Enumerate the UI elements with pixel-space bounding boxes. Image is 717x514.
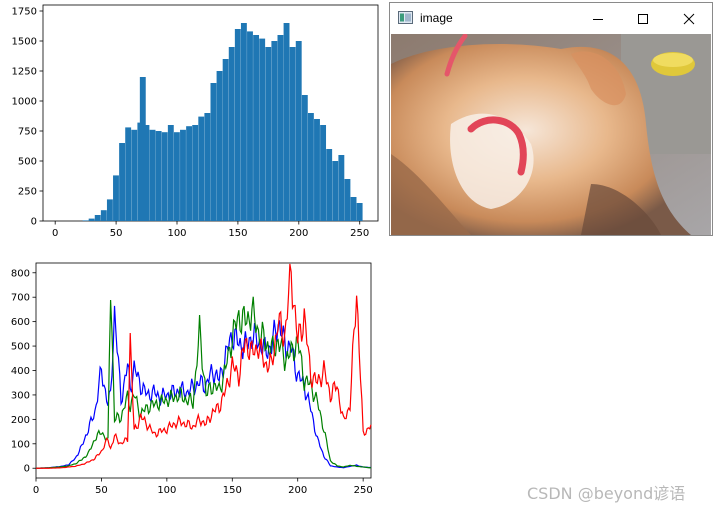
rgb-ytick-label: 100 [11, 439, 30, 450]
gray-ytick-label: 1750 [12, 7, 37, 18]
rgb-histogram-svg: 0 50 100 150 200 250 0 100 200 300 400 500 600 700 800 [11, 262, 373, 496]
displayed-photo [391, 34, 711, 235]
gray-histogram-bar [344, 179, 351, 221]
gray-histogram-bar [186, 126, 193, 221]
window-titlebar[interactable]: image [390, 3, 712, 34]
gray-ytick-label: 0 [31, 217, 37, 228]
gray-xtick-label: 0 [52, 228, 58, 239]
rgb-xtick-label: 100 [157, 485, 176, 496]
rgb-ytick-label: 700 [11, 293, 30, 304]
rgb-xtick-label: 150 [223, 485, 242, 496]
rgb-xtick-label: 250 [354, 485, 373, 496]
gray-histogram-bar [332, 161, 339, 221]
gray-histogram-bar [265, 47, 272, 221]
app-icon [398, 11, 413, 24]
gray-histogram-bar [167, 125, 174, 221]
gray-histogram-bar [192, 125, 199, 221]
gray-histogram-bar [119, 143, 126, 221]
gray-histogram-bar [271, 41, 278, 221]
gray-histogram-bar [240, 23, 247, 221]
gray-histogram-bar [247, 31, 253, 222]
close-button[interactable] [666, 3, 712, 34]
gray-histogram-bar [307, 113, 314, 221]
gray-histogram-bar [338, 155, 345, 221]
rgb-axes-frame [35, 262, 372, 479]
rgb-ytick-label: 400 [11, 366, 30, 377]
rgb-ytick-label: 500 [11, 342, 30, 353]
gray-histogram-bar [320, 125, 327, 221]
grayscale-histogram-svg: 0 50 100 150 200 250 0 250 500 750 1000 1250 1500 175… [12, 4, 379, 239]
grayscale-histogram: 0 50 100 150 200 250 0 250 500 750 1000 1250 1500 175… [0, 0, 385, 245]
gray-histogram-bar [82, 220, 89, 221]
gray-histogram-bar [100, 210, 107, 221]
watermark: CSDN @beyond谚语 [527, 484, 686, 503]
gray-histogram-bar [155, 131, 162, 221]
gray-histogram-bar [131, 129, 138, 221]
gray-histogram-bar [161, 132, 168, 221]
gray-ytick-label: 1500 [12, 37, 37, 48]
gray-histogram-bar [350, 197, 357, 221]
gray-histogram-bar [314, 119, 320, 221]
gray-histogram-bar [234, 29, 241, 221]
dog-photo [391, 34, 711, 235]
rgb-ytick-label: 300 [11, 390, 30, 401]
gray-xtick-label: 100 [167, 228, 186, 239]
gray-histogram-bar [326, 149, 333, 221]
gray-histogram-bar [210, 83, 217, 221]
gray-xtick-label: 50 [110, 228, 123, 239]
gray-histogram-bar [295, 41, 302, 221]
minimize-icon [593, 19, 603, 20]
gray-ytick-label: 250 [18, 187, 37, 198]
gray-xtick-label: 150 [228, 228, 247, 239]
gray-histogram-bar [222, 59, 229, 221]
gray-histogram-bar [198, 116, 205, 221]
rgb-ytick-label: 800 [11, 268, 30, 279]
gray-histogram-bar [125, 127, 132, 221]
gray-histogram-bar [106, 199, 113, 221]
rgb-histogram: 0 50 100 150 200 250 0 100 200 300 400 500 600 700 800 [0, 255, 385, 510]
gray-ytick-label: 750 [18, 127, 37, 138]
blue-channel-line [35, 305, 372, 469]
rgb-xtick-label: 200 [288, 485, 307, 496]
rgb-ytick-label: 200 [11, 415, 30, 426]
gray-xtick-label: 250 [350, 228, 369, 239]
gray-histogram-bar [228, 47, 235, 221]
green-channel-line [35, 296, 372, 469]
gray-ytick-label: 1000 [12, 97, 37, 108]
gray-histogram-bar [216, 71, 223, 221]
gray-histogram-bar [259, 38, 266, 221]
window-title: image [420, 11, 453, 25]
close-icon [683, 13, 695, 25]
rgb-xtick-label: 0 [33, 485, 39, 496]
maximize-button[interactable] [620, 3, 666, 34]
image-window[interactable]: image [389, 2, 713, 236]
gray-histogram-bar [173, 132, 180, 221]
rgb-ytick-label: 0 [24, 464, 30, 475]
minimize-button[interactable] [575, 3, 621, 34]
gray-histogram-bar [204, 113, 211, 221]
gray-histogram-bar [180, 129, 186, 221]
gray-histogram-bar [283, 23, 290, 221]
gray-ytick-label: 500 [18, 157, 37, 168]
red-channel-line [36, 263, 372, 469]
gray-histogram-bar [113, 175, 119, 221]
gray-histogram-bar [88, 218, 95, 221]
gray-histogram-bar [277, 35, 284, 221]
gray-histogram-bar [356, 203, 363, 221]
gray-ytick-label: 1250 [12, 67, 37, 78]
rgb-ytick-label: 600 [11, 317, 30, 328]
gray-histogram-bar [253, 35, 260, 221]
gray-histogram-bar [149, 129, 156, 221]
gray-histogram-bar [94, 215, 101, 221]
gray-histogram-bar [139, 77, 146, 221]
gray-histogram-bar [301, 95, 308, 221]
maximize-icon [638, 14, 648, 24]
gray-histogram-bar [143, 125, 150, 221]
gray-histogram-bar [289, 47, 296, 221]
gray-xtick-label: 200 [289, 228, 308, 239]
rgb-xtick-label: 50 [95, 485, 108, 496]
